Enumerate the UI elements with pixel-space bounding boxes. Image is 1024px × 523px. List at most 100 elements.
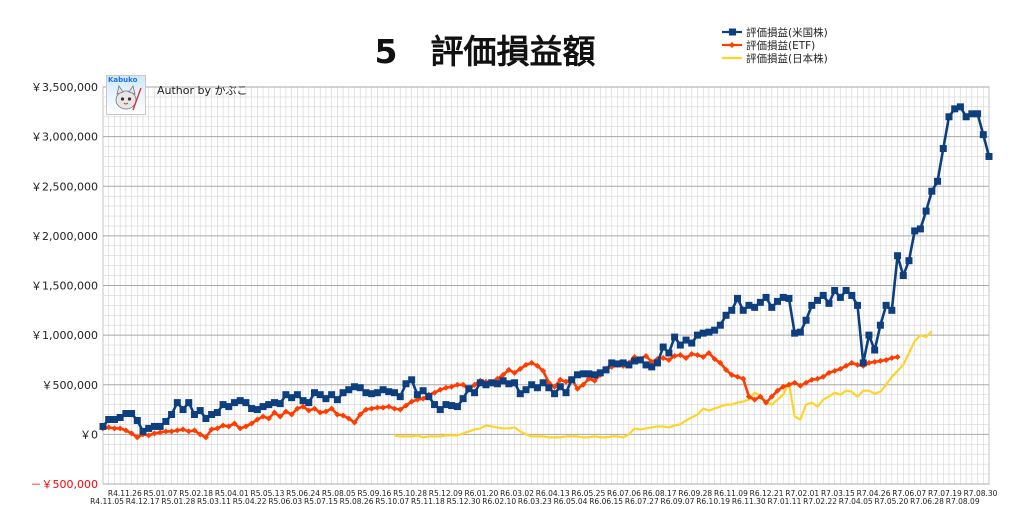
y-tick-label: ￥3,000,000 <box>31 131 98 144</box>
x-tick-label: R6.01.20 <box>464 489 498 498</box>
x-tick-label: R6.07.06 <box>607 489 641 498</box>
data-point <box>191 427 198 434</box>
data-point <box>105 424 112 431</box>
data-point <box>643 352 650 359</box>
data-point <box>905 257 913 265</box>
data-point <box>545 384 553 392</box>
data-point <box>271 409 278 416</box>
data-point <box>791 329 799 337</box>
data-point <box>162 417 170 425</box>
x-tick-label: R6.05.25 <box>571 489 605 498</box>
x-tick-label: R5.09.16 <box>357 489 391 498</box>
data-point <box>836 293 844 301</box>
data-point <box>591 377 598 384</box>
data-point <box>757 393 764 400</box>
data-point <box>522 361 529 368</box>
data-point <box>694 351 701 358</box>
x-tick-label: R6.09.28 <box>678 489 712 498</box>
data-point <box>425 393 433 401</box>
data-point <box>974 110 982 118</box>
data-point <box>260 413 267 420</box>
data-point <box>876 321 884 329</box>
x-tick-label: R5.08.05 <box>322 489 356 498</box>
x-tick-label: R5.04.22 <box>233 497 267 506</box>
data-point <box>533 384 541 392</box>
data-point <box>448 402 456 410</box>
data-point <box>945 113 953 121</box>
x-tick-label: R7.04.26 <box>857 489 891 498</box>
x-tick-label: R7.08.09 <box>946 497 980 506</box>
legend-swatch-marker <box>729 42 735 48</box>
data-point <box>253 406 261 414</box>
data-point <box>179 406 187 414</box>
series-0 <box>99 103 993 435</box>
data-point <box>145 424 153 432</box>
data-point <box>779 293 787 301</box>
data-point <box>431 389 438 396</box>
data-point <box>763 399 770 406</box>
data-point <box>442 401 450 409</box>
legend: 評価損益(米国株)評価損益(ETF)評価損益(日本株) <box>722 26 828 65</box>
x-tick-label: R7.08.30 <box>964 489 998 498</box>
data-point <box>294 405 301 412</box>
data-point <box>174 427 181 434</box>
data-point <box>236 397 244 405</box>
data-point <box>134 434 141 441</box>
data-point <box>819 291 827 299</box>
x-tick-label: R7.02.01 <box>785 489 819 498</box>
x-tick-label: R7.05.20 <box>874 497 908 506</box>
data-point <box>328 391 336 399</box>
data-point <box>202 414 210 422</box>
data-point <box>379 386 387 394</box>
data-point <box>214 425 221 432</box>
data-point <box>693 331 701 339</box>
data-point <box>368 390 376 398</box>
data-point <box>310 389 318 397</box>
x-tick-label: R6.05.04 <box>554 497 588 506</box>
legend-label: 評価損益(米国株) <box>746 26 828 39</box>
x-tick-label: R6.02.10 <box>482 497 516 506</box>
data-point <box>437 386 444 393</box>
data-point <box>700 353 707 360</box>
data-point <box>208 411 216 419</box>
data-point <box>368 405 375 412</box>
data-point <box>934 177 942 185</box>
data-point <box>557 376 564 383</box>
data-point <box>488 379 496 387</box>
data-point <box>534 362 541 369</box>
data-point <box>265 415 272 422</box>
x-tick-label: R7.03.15 <box>821 489 855 498</box>
x-tick-label: R5.01.28 <box>161 497 195 506</box>
data-point <box>431 401 439 409</box>
data-point <box>728 306 736 314</box>
data-point <box>265 401 273 409</box>
author-badge: Kabuko <box>106 75 146 115</box>
data-point <box>728 371 735 378</box>
data-point <box>517 365 524 372</box>
data-point <box>928 187 936 195</box>
x-tick-label: R6.04.13 <box>536 489 570 498</box>
data-point <box>911 227 919 235</box>
data-point <box>156 422 164 430</box>
data-point <box>671 333 679 341</box>
data-point <box>563 378 570 385</box>
data-point <box>740 375 747 382</box>
chart-title: 5 評価損益額 <box>375 32 596 71</box>
data-point <box>180 426 187 433</box>
data-point <box>408 398 415 405</box>
data-point <box>843 362 850 369</box>
data-point <box>688 350 695 357</box>
data-point <box>173 399 181 407</box>
x-tick-label: R5.10.07 <box>375 497 409 506</box>
data-point <box>328 405 335 412</box>
data-point <box>848 291 856 299</box>
data-point <box>237 425 244 432</box>
data-point <box>551 383 558 390</box>
data-point <box>882 301 890 309</box>
data-point <box>785 294 793 302</box>
x-tick-label: R4.11.05 <box>90 497 124 506</box>
data-point <box>213 409 221 417</box>
data-point <box>711 326 719 334</box>
data-point <box>877 357 884 364</box>
data-point <box>797 382 804 389</box>
